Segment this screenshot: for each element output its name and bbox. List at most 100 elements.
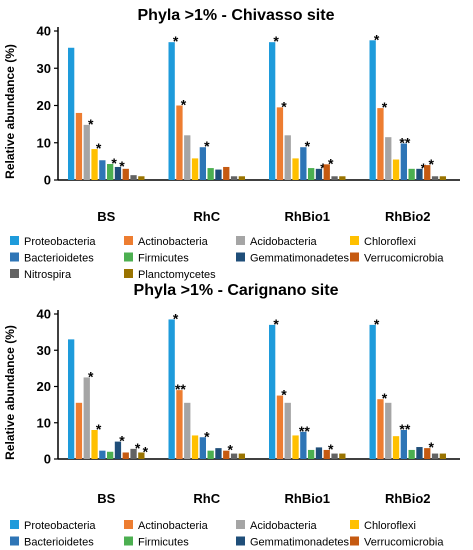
bar-group-rhc: ***** [168,310,245,459]
bar-gemmatimonadetes-rhbio2 [416,447,423,459]
legend-item-firmicutes: Firmicutes [124,536,189,549]
bar-planctomycetes-rhc [238,453,245,459]
significance-star: * [135,440,141,456]
bar-verrucomicrobia-rhbio2 [424,448,431,459]
bar-group-rhbio2: ***** [369,316,446,459]
legend-label: Acidobacteria [250,520,318,532]
legend-label: Proteobacteria [24,520,96,532]
y-tick-label: 30 [37,343,51,358]
legend-swatch [236,236,245,245]
bar-gemmatimonadetes-rhbio1 [315,447,323,459]
bar-bacterioidetes-bs [99,450,106,459]
legend-label: Chloroflexi [364,236,416,248]
bar-actinobacteria-bs [75,402,83,459]
y-tick-label: 20 [37,379,51,394]
chart-title: Phyla >1% - Chivasso site [138,7,335,24]
legend-label: Bacterioidetes [24,253,94,265]
bar-firmicutes-bs [107,451,114,459]
bar-gemmatimonadetes-rhc [215,448,222,459]
significance-star: * [421,160,427,176]
bar-planctomycetes-rhbio1 [339,453,346,459]
legend-swatch [10,252,19,262]
bar-chloroflexi-bs [91,430,98,459]
bar-chloroflexi-rhbio1 [292,435,299,459]
legend-swatch [350,520,359,529]
legend-label: Nitrospira [24,269,72,281]
category-label-bs: BS [97,491,115,506]
bar-planctomycetes-rhbio1 [339,176,346,180]
legend: Proteobacteria Actinobacteria Acidobacteri… [10,520,444,549]
legend-swatch [124,536,133,546]
legend-label: Verrucomicrobia [364,537,444,549]
category-label-rhc: RhC [193,209,220,224]
bar-bacterioidetes-rhbio1 [300,147,307,180]
bar-firmicutes-rhc [207,168,214,180]
legend-swatch [236,520,245,529]
significance-star: * [374,316,380,332]
y-tick-label: 10 [37,135,51,150]
legend-item-firmicutes: Firmicutes [124,252,189,265]
legend-swatch [10,236,19,245]
bar-nitrospira-bs [130,448,137,459]
bar-nitrospira-rhc [230,453,238,459]
category-label-rhbio1: RhBio1 [285,491,331,506]
bar-acidobacteria-rhc [184,135,191,180]
bar-nitrospira-rhbio1 [331,176,338,180]
category-label-rhbio1: RhBio1 [285,209,331,224]
bar-planctomycetes-rhc [238,176,245,180]
legend-swatch [350,252,359,262]
bar-gemmatimonadetes-rhbio2 [416,168,423,180]
bar-proteobacteria-rhbio2 [369,40,376,180]
bar-verrucomicrobia-bs [122,452,129,459]
bar-bacterioidetes-rhbio1 [300,431,307,459]
bar-bacterioidetes-bs [99,160,106,180]
bar-firmicutes-bs [107,163,114,180]
legend-label: Gemmatimonadetes [250,537,350,549]
y-tick-label: 30 [37,61,51,76]
significance-star: * [273,33,279,49]
legend-label: Verrucomicrobia [364,253,444,265]
legend-item-verrucomicrobia: Verrucomicrobia [350,252,444,265]
legend-item-proteobacteria: Proteobacteria [10,236,96,248]
significance-star: * [111,155,117,171]
bar-firmicutes-rhbio1 [308,449,315,459]
legend-item-planctomycetes: Planctomycetes [124,269,216,281]
bar-chloroflexi-rhc [191,158,199,180]
bar-verrucomicrobia-rhc [223,450,230,459]
bar-bacterioidetes-rhbio2 [400,430,407,459]
significance-star: * [382,99,388,115]
significance-star: * [181,97,187,113]
y-tick-label: 20 [37,98,51,113]
legend-swatch [10,520,19,529]
bar-chloroflexi-rhbio2 [392,436,400,459]
legend-swatch [10,269,19,278]
legend-label: Chloroflexi [364,520,416,532]
bar-planctomycetes-bs [138,452,145,459]
legend-item-gemmatimonadetes: Gemmatimonadetes [236,536,350,549]
legend-item-chloroflexi: Chloroflexi [350,520,416,532]
bar-gemmatimonadetes-rhbio1 [315,168,323,180]
significance-star: * [374,31,380,47]
legend-item-actinobacteria: Actinobacteria [124,520,209,532]
bar-group-rhbio1: ***** [269,33,346,180]
significance-star: * [96,140,102,156]
bar-firmicutes-rhbio2 [408,449,415,459]
bar-firmicutes-rhc [207,450,214,459]
category-label-rhc: RhC [193,491,220,506]
bar-nitrospira-bs [130,175,137,180]
legend-item-gemmatimonadetes: Gemmatimonadetes [236,252,350,265]
bar-gemmatimonadetes-bs [114,166,122,180]
legend-label: Firmicutes [138,253,189,265]
legend-label: Bacterioidetes [24,537,94,549]
chart-panel-1: Phyla >1% - Chivasso site Relative abunda… [3,7,460,281]
legend-item-verrucomicrobia: Verrucomicrobia [350,536,444,549]
significance-star: * [119,433,125,449]
significance-star: * [204,428,210,444]
bar-planctomycetes-bs [138,176,145,180]
bar-actinobacteria-bs [75,112,83,180]
y-tick-label: 40 [37,24,51,39]
legend-item-acidobacteria: Acidobacteria [236,236,318,248]
bar-actinobacteria-rhbio1 [276,107,284,180]
significance-star: * [119,158,125,174]
